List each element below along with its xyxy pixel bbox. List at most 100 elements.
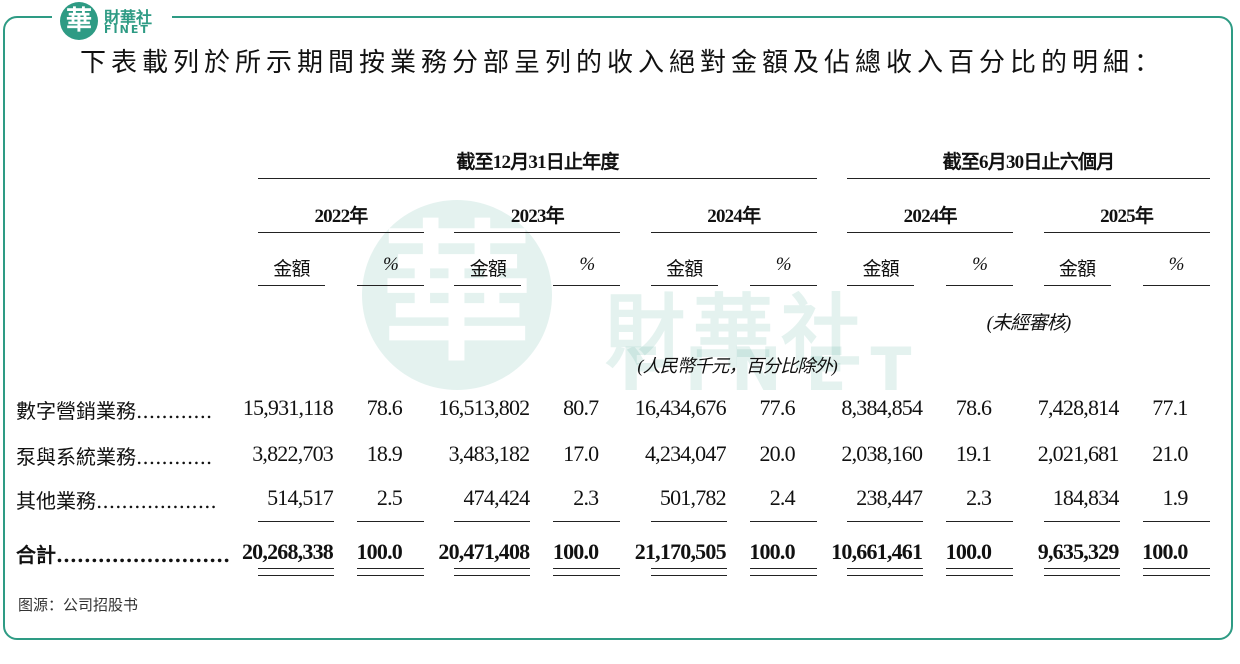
brand-name: 財華社 [104, 8, 153, 27]
sub-header: % [579, 254, 595, 275]
cell: 16,434,676 [634, 395, 727, 420]
frame [3, 16, 1233, 640]
cell: 100.0 [1142, 539, 1188, 564]
cell: 2.3 [573, 485, 599, 510]
row-label: 數字營銷業務............ [16, 399, 213, 423]
rule [553, 521, 621, 522]
cell: 3,483,182 [448, 441, 531, 466]
rule [357, 521, 424, 522]
double-rule [357, 575, 424, 576]
cell: 21,170,505 [634, 539, 727, 564]
double-rule [946, 568, 1014, 569]
cell: 2.4 [769, 485, 796, 510]
year-header: 2022年 [314, 206, 368, 227]
year-header: 2024年 [707, 206, 761, 227]
rule [847, 178, 1210, 179]
cell: 514,517 [267, 485, 334, 510]
double-rule [847, 575, 924, 576]
cell: 16,513,802 [438, 395, 530, 420]
double-rule [749, 575, 817, 576]
cell: 78.6 [366, 395, 403, 420]
cell: 2,038,160 [841, 441, 923, 466]
rule [946, 521, 1014, 522]
cell: 3,822,703 [252, 441, 334, 466]
cell: 77.6 [759, 395, 795, 420]
cell: 238,447 [856, 485, 923, 510]
rule [1142, 285, 1210, 286]
rule [258, 521, 334, 522]
cell: 1.9 [1162, 485, 1188, 510]
title: 下表載列於所示期間按業務分部呈列的收入絕對金額及佔總收入百分比的明細： [80, 48, 1166, 78]
year-header: 2024年 [903, 206, 958, 227]
double-rule [946, 575, 1014, 576]
rule [749, 521, 817, 522]
unit-note: (人民幣千元，百分比除外) [637, 356, 837, 376]
row-label: 其他業務................... [16, 489, 217, 513]
group-header: 截至12月31日止年度 [456, 152, 619, 173]
double-rule [650, 575, 727, 576]
cell: 2,021,681 [1037, 441, 1120, 466]
rule [258, 285, 325, 286]
cell: 4,234,047 [644, 441, 727, 466]
rule [650, 232, 817, 233]
double-rule [357, 568, 424, 569]
double-rule [454, 568, 531, 569]
rule [454, 285, 522, 286]
cell: 15,931,118 [242, 395, 334, 420]
sub-header: 金額 [469, 259, 507, 280]
rule [1043, 521, 1120, 522]
logo-mark: 華 [60, 2, 98, 40]
sub-header: 金額 [862, 259, 899, 280]
double-rule [1142, 568, 1210, 569]
source: 图源：公司招股书 [18, 596, 139, 614]
cell: 8,384,854 [841, 395, 923, 420]
rule [946, 285, 1014, 286]
double-rule [553, 568, 621, 569]
cell: 21.0 [1152, 441, 1188, 466]
cell: 501,782 [659, 485, 727, 510]
rule [1043, 285, 1111, 286]
row-label: 合計......................... [16, 543, 231, 567]
rule [454, 521, 531, 522]
double-rule [1043, 568, 1120, 569]
watermark-mark: 華 [362, 200, 552, 390]
cell: 10,661,461 [831, 539, 923, 564]
rule [847, 232, 1014, 233]
rule [749, 285, 817, 286]
cell: 474,424 [463, 485, 530, 510]
double-rule [553, 575, 621, 576]
cell: 17.0 [563, 441, 599, 466]
rule [258, 178, 817, 179]
rule [650, 285, 718, 286]
double-rule [650, 568, 727, 569]
brand-latin: FINET [104, 23, 150, 36]
double-rule [1043, 575, 1120, 576]
rule [847, 285, 915, 286]
sub-header: % [972, 254, 988, 275]
rule [1043, 232, 1210, 233]
sub-header: % [382, 254, 399, 275]
cell: 20,471,408 [438, 539, 530, 564]
rule [258, 232, 424, 233]
cell: 7,428,814 [1037, 395, 1120, 420]
sub-header: 金額 [666, 259, 703, 280]
cell: 184,834 [1052, 485, 1120, 510]
rule [357, 285, 424, 286]
sub-header: % [775, 254, 792, 275]
watermark-latin: FINET [620, 335, 936, 405]
sub-header: % [1168, 254, 1185, 275]
rule [650, 521, 727, 522]
cell: 80.7 [563, 395, 599, 420]
cell: 19.1 [955, 441, 992, 466]
double-rule [258, 568, 334, 569]
sub-header: 金額 [273, 259, 310, 280]
sub-header: 金額 [1058, 259, 1096, 280]
unaudited-note: (未經審核) [986, 313, 1072, 334]
cell: 100.0 [945, 539, 992, 564]
cell: 77.1 [1152, 395, 1188, 420]
double-rule [454, 575, 531, 576]
year-header: 2023年 [510, 206, 565, 227]
cell: 20,268,338 [241, 539, 334, 564]
double-rule [1142, 575, 1210, 576]
double-rule [847, 568, 924, 569]
